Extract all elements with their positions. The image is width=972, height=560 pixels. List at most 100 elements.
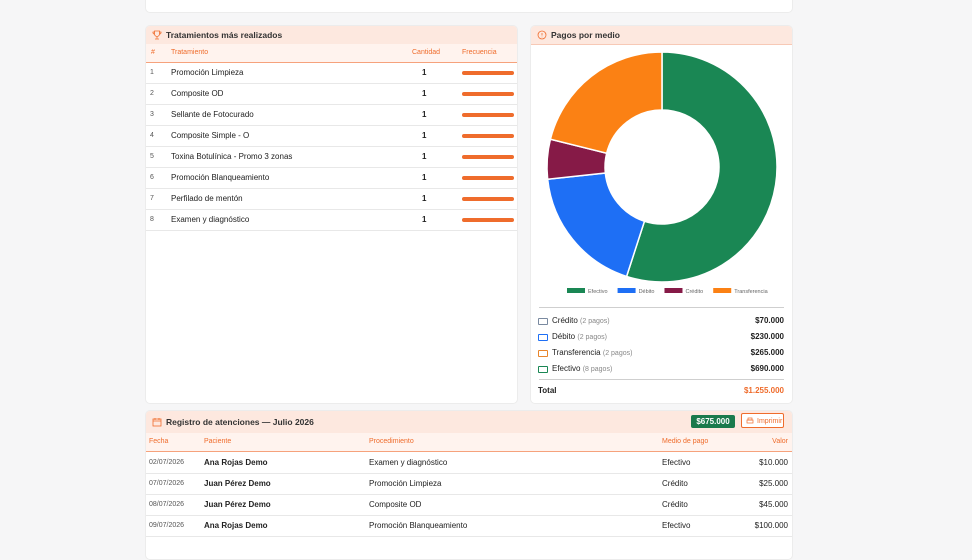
payment-count: (2 pagos) [580, 318, 610, 325]
row-index: 7 [150, 195, 154, 202]
payment-amount: $265.000 [750, 348, 784, 357]
treatment-name: Composite OD [171, 89, 224, 98]
frequency-bar [462, 113, 514, 117]
row-divider [146, 83, 517, 84]
column-header: Fecha Paciente Procedimiento Medio de pago V… [146, 433, 792, 452]
printer-icon [746, 417, 754, 424]
row-divider [146, 167, 517, 168]
total-badge: $675.000 [691, 415, 735, 428]
divider [539, 379, 784, 380]
row-index: 3 [150, 111, 154, 118]
payment-icon [538, 334, 548, 341]
frequency-bar [462, 218, 514, 222]
quantity: 1 [422, 89, 427, 98]
card-header: Pagos por medio [531, 26, 792, 45]
payment-label: Débito (2 pagos) [552, 328, 607, 347]
frequency-bar [462, 155, 514, 159]
payment-method: Débito [552, 332, 576, 341]
column-label: Medio de pago [662, 438, 709, 445]
date: 08/07/2026 [149, 501, 185, 508]
quantity: 1 [422, 110, 427, 119]
payment-label: Efectivo (8 pagos) [552, 360, 612, 379]
pie-slice [549, 51, 663, 155]
row-divider [146, 125, 517, 126]
procedure: Promoción Blanqueamiento [369, 521, 468, 530]
calendar-icon [152, 418, 162, 427]
row-index: 8 [150, 216, 154, 223]
amount: $25.000 [759, 479, 788, 488]
column-header: # Tratamiento Cantidad Frecuencia [146, 44, 517, 63]
legend-label: Crédito [685, 289, 703, 295]
row-divider [146, 515, 792, 516]
procedure: Promoción Limpieza [369, 479, 442, 488]
payment-count: (2 pagos) [602, 350, 633, 357]
payment-method: Crédito [552, 316, 578, 325]
column-label: Tratamiento [171, 49, 209, 56]
payment-method: Crédito [662, 479, 688, 488]
legend-swatch [664, 288, 683, 293]
row-divider [146, 104, 517, 105]
legend-swatch [567, 288, 585, 293]
print-label: Imprimir [757, 418, 783, 425]
legend-label: Efectivo [588, 289, 608, 295]
payment-amount: $70.000 [755, 316, 784, 325]
quantity: 1 [422, 194, 427, 203]
payment-method: Efectivo [552, 364, 581, 373]
payment-amount: $230.000 [750, 332, 784, 341]
payment-label: Crédito (2 pagos) [552, 312, 610, 331]
payment-icon [538, 350, 548, 357]
legend-label: Débito [639, 289, 655, 295]
payment-count: (2 pagos) [577, 334, 607, 341]
treatment-name: Examen y diagnóstico [171, 215, 250, 224]
quantity: 1 [422, 173, 427, 182]
payment-method: Crédito [662, 500, 688, 509]
column-label: # [151, 49, 155, 56]
frequency-bar [462, 134, 514, 138]
trophy-icon [152, 30, 162, 40]
payment-count: (8 pagos) [582, 366, 613, 373]
amount: $100.000 [754, 521, 788, 530]
divider [539, 307, 784, 308]
date: 09/07/2026 [149, 522, 185, 529]
column-label: Paciente [204, 438, 232, 445]
patient: Ana Rojas Demo [204, 458, 268, 467]
pie-slice [625, 51, 778, 283]
treatment-name: Promoción Blanqueamiento [171, 173, 270, 182]
patient: Juan Pérez Demo [204, 500, 271, 509]
quantity: 1 [422, 215, 427, 224]
frequency-bar [462, 71, 514, 75]
procedure: Composite OD [369, 500, 422, 509]
row-index: 2 [150, 90, 154, 97]
frequency-bar [462, 197, 514, 201]
card-title: Tratamientos más realizados [166, 30, 283, 40]
treatment-name: Sellante de Fotocurado [171, 110, 254, 119]
card-header: Tratamientos más realizados [146, 26, 517, 45]
card-title: Pagos por medio [551, 30, 620, 40]
amount: $45.000 [759, 500, 788, 509]
amount: $10.000 [759, 458, 788, 467]
print-button[interactable]: Imprimir [741, 413, 784, 428]
frequency-bar [462, 176, 514, 180]
row-divider [146, 536, 792, 537]
payment-amount: $690.000 [750, 364, 784, 373]
treatment-name: Promoción Limpieza [171, 68, 244, 77]
donut-chart: Efectivo Débito Crédito Transferencia [546, 51, 778, 295]
row-divider [146, 494, 792, 495]
row-divider [146, 473, 792, 474]
legend-swatch [617, 288, 636, 293]
total-label: Total [538, 386, 557, 395]
row-divider [146, 209, 517, 210]
row-divider [146, 188, 517, 189]
page: Tratamientos más realizados # Tratamiento… [145, 0, 793, 560]
pie-slice [546, 172, 646, 278]
column-label: Frecuencia [462, 49, 497, 56]
row-index: 4 [150, 132, 154, 139]
payment-method: Efectivo [662, 521, 691, 530]
treatments-card: Tratamientos más realizados # Tratamiento… [145, 25, 518, 404]
payment-icon [538, 366, 548, 373]
date: 02/07/2026 [149, 459, 185, 466]
card-title: Registro de atenciones — Julio 2026 [166, 417, 314, 427]
quantity: 1 [422, 68, 427, 77]
payment-method: Efectivo [662, 458, 691, 467]
legend-label: Transferencia [734, 289, 768, 295]
